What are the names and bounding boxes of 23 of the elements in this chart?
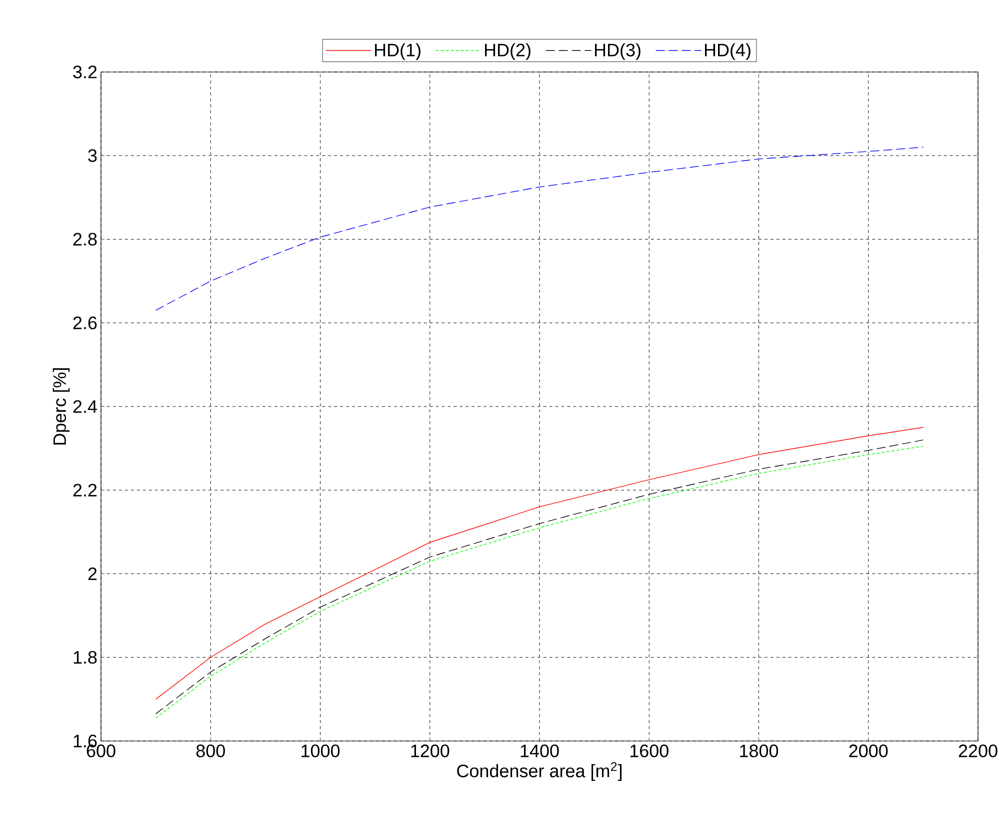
y-tick-label: 3 (88, 149, 97, 162)
y-axis-title: Dperc [%] (52, 368, 70, 445)
legend-label: HD(2) (485, 43, 530, 60)
y-tick-label: 2.2 (73, 484, 97, 496)
x-tick-label: 1800 (740, 744, 778, 758)
legend-label: HD(3) (595, 43, 640, 60)
y-tick-label: 1.8 (74, 651, 97, 664)
x-axis-title: Condenser area [m$^{2}$] (457, 762, 622, 781)
x-tick-label: 2000 (849, 744, 888, 758)
y-tick-label: 2.8 (73, 232, 97, 246)
legend-label: HD(1) (375, 43, 420, 60)
y-tick-label: 3.2 (73, 66, 97, 78)
x-tick-label: 1600 (630, 744, 668, 758)
y-tick-label: 2.6 (73, 316, 97, 330)
y-tick-label: 2 (88, 567, 97, 580)
legend-label: HD(4) (705, 43, 750, 60)
x-tick-label: 800 (196, 744, 225, 758)
x-tick-label: 1400 (520, 744, 559, 758)
x-tick-label: 1200 (411, 744, 450, 758)
x-tick-label: 2200 (958, 744, 998, 758)
line-series (155, 146, 924, 311)
x-tick-label: 1000 (302, 744, 340, 758)
y-tick-label: 2.4 (73, 400, 97, 413)
